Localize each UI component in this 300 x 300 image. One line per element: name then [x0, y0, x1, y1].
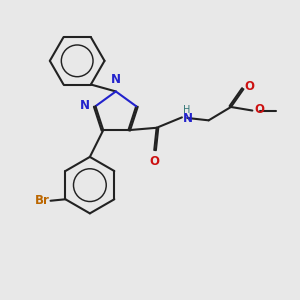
Text: H: H	[183, 105, 190, 115]
Text: O: O	[254, 103, 264, 116]
Text: N: N	[80, 99, 90, 112]
Text: O: O	[244, 80, 255, 93]
Text: N: N	[183, 112, 193, 125]
Text: Br: Br	[34, 194, 50, 207]
Text: O: O	[149, 155, 159, 168]
Text: N: N	[111, 73, 121, 86]
